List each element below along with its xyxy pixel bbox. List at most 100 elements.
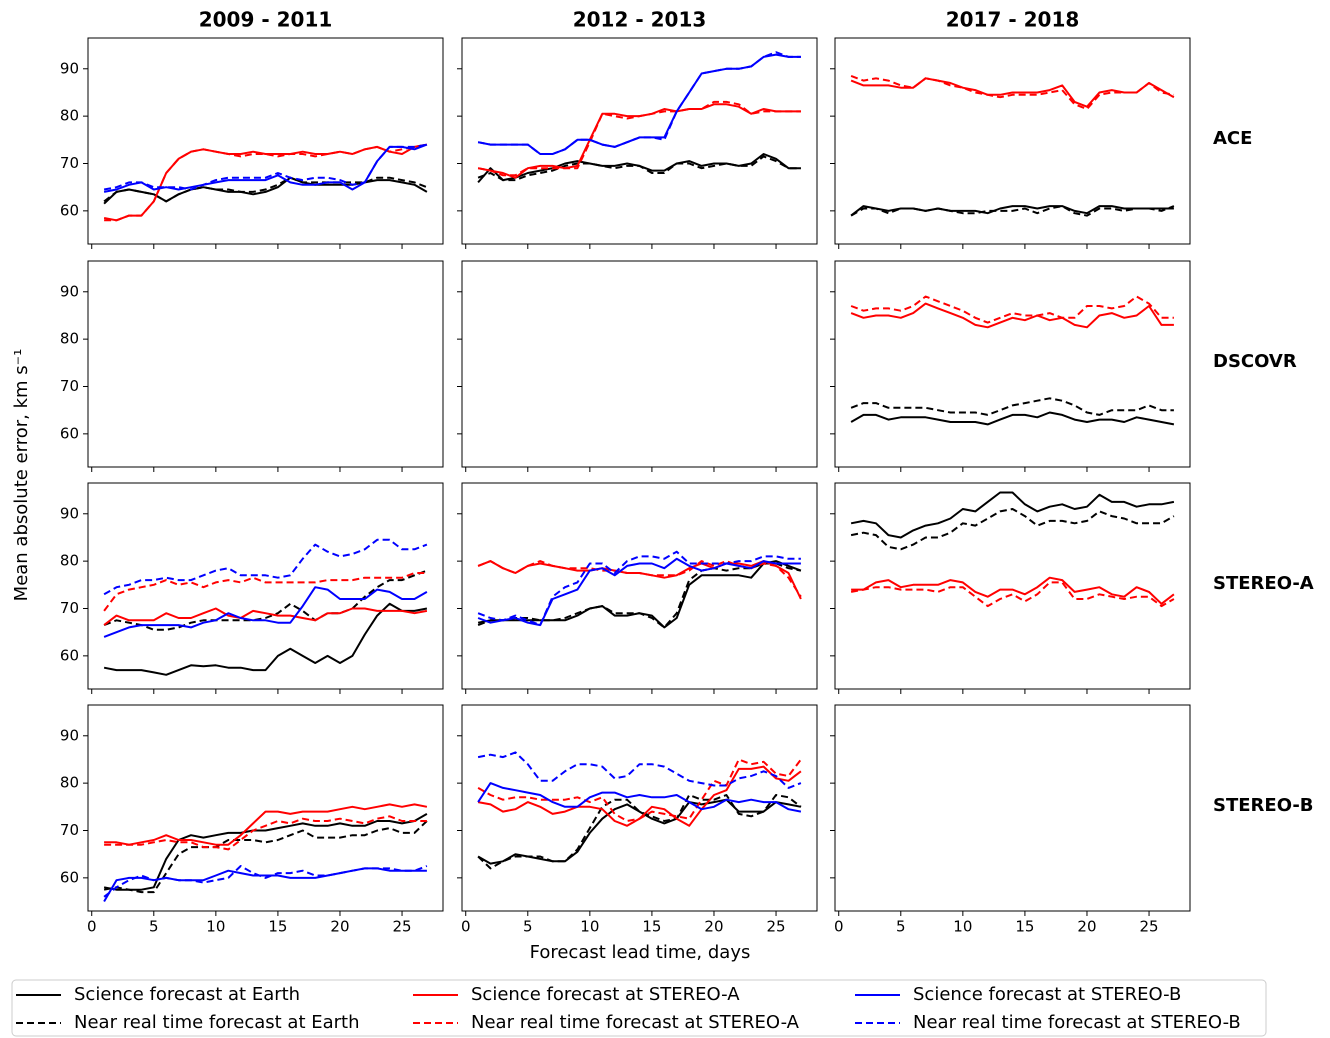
legend-label: Science forecast at STEREO-A — [471, 984, 740, 1005]
plot-frame — [461, 482, 818, 690]
y-tick-label: 60 — [60, 868, 79, 886]
series-line — [103, 820, 428, 894]
x-tick-label: 0 — [461, 918, 471, 936]
series-line — [850, 411, 1175, 426]
x-tick-label: 20 — [704, 918, 723, 936]
row-label: ACE — [1213, 128, 1252, 149]
y-tick-label: 70 — [60, 377, 79, 395]
column-title: 2009 - 2011 — [199, 8, 333, 32]
plot-frame — [87, 704, 444, 912]
legend-box — [11, 979, 1267, 1037]
y-tick-label: 80 — [60, 774, 79, 792]
x-tick-label: 15 — [1015, 918, 1034, 936]
series-line — [477, 782, 802, 813]
plot-frame — [834, 704, 1191, 912]
series-line — [850, 302, 1174, 329]
legend-label: Science forecast at STEREO-B — [913, 984, 1181, 1005]
y-tick-label: 60 — [60, 201, 79, 219]
x-tick-label: 10 — [580, 918, 599, 936]
series-line — [103, 176, 428, 203]
y-tick-label: 70 — [60, 821, 79, 839]
series-line — [103, 538, 428, 596]
y-axis-label: Mean absolute error, km s⁻¹ — [11, 349, 32, 602]
x-tick-label: 25 — [766, 918, 785, 936]
series-line — [103, 607, 428, 626]
series-line — [851, 576, 1175, 605]
y-tick-label: 80 — [60, 107, 79, 125]
y-tick-label: 70 — [60, 599, 79, 617]
series-line — [103, 572, 427, 612]
y-tick-label: 80 — [60, 330, 79, 348]
column-title: 2017 - 2018 — [946, 8, 1080, 32]
series-line — [103, 813, 428, 891]
series-line — [103, 143, 428, 222]
x-tick-label: 10 — [206, 918, 225, 936]
x-tick-label: 25 — [392, 918, 411, 936]
x-tick-label: 10 — [953, 918, 972, 936]
series-line — [477, 100, 801, 177]
series-line — [477, 550, 801, 627]
y-tick-label: 80 — [60, 552, 79, 570]
series-line — [477, 798, 802, 865]
plot-frame — [834, 482, 1191, 690]
series-line — [104, 815, 427, 851]
row-label: STEREO-A — [1213, 573, 1314, 594]
y-tick-label: 90 — [60, 59, 79, 77]
x-tick-label: 5 — [149, 918, 159, 936]
series-line — [850, 491, 1175, 539]
y-tick-label: 60 — [60, 646, 79, 664]
series-line — [477, 51, 801, 155]
legend-label: Science forecast at Earth — [74, 984, 300, 1005]
series-line — [103, 143, 428, 193]
plot-frame — [834, 37, 1191, 245]
series-line — [850, 295, 1174, 324]
column-title: 2012 - 2013 — [573, 8, 707, 32]
series-line — [477, 53, 801, 155]
series-line — [103, 867, 427, 903]
series-line — [103, 602, 428, 676]
series-line — [477, 155, 801, 182]
plot-frame — [834, 260, 1191, 468]
series-line — [103, 569, 428, 631]
y-tick-label: 90 — [60, 726, 79, 744]
plot-frame — [87, 482, 444, 690]
x-tick-label: 20 — [1077, 918, 1096, 936]
row-label: DSCOVR — [1213, 351, 1297, 372]
series-line — [104, 803, 428, 846]
series-line — [477, 758, 802, 822]
series-line — [477, 560, 802, 598]
y-tick-label: 90 — [60, 282, 79, 300]
x-axis-label: Forecast lead time, days — [530, 942, 751, 963]
legend-label: Near real time forecast at STEREO-A — [471, 1012, 800, 1033]
legend-label: Near real time forecast at STEREO-B — [913, 1012, 1241, 1033]
series-line — [850, 581, 1175, 608]
series-line — [103, 586, 428, 638]
series-line — [103, 865, 428, 898]
x-tick-label: 25 — [1139, 918, 1158, 936]
row-label: STEREO-B — [1213, 795, 1314, 816]
x-tick-label: 20 — [330, 918, 349, 936]
x-tick-label: 5 — [523, 918, 533, 936]
series-line — [477, 794, 802, 870]
series-line — [850, 397, 1174, 416]
x-tick-label: 5 — [896, 918, 906, 936]
x-tick-label: 15 — [268, 918, 287, 936]
plot-frame — [461, 37, 818, 245]
plot-frame — [461, 704, 818, 912]
series-line — [477, 751, 802, 789]
series-line — [850, 74, 1175, 110]
y-tick-label: 90 — [60, 504, 79, 522]
plot-frame — [461, 260, 818, 468]
series-line — [104, 143, 428, 222]
x-tick-label: 15 — [642, 918, 661, 936]
series-line — [850, 205, 1175, 217]
x-tick-label: 0 — [87, 918, 97, 936]
series-line — [103, 143, 428, 191]
y-tick-label: 60 — [60, 424, 79, 442]
legend-label: Near real time forecast at Earth — [74, 1012, 360, 1033]
series-line — [103, 176, 428, 205]
plot-frame — [87, 37, 444, 245]
series-line — [477, 557, 801, 627]
